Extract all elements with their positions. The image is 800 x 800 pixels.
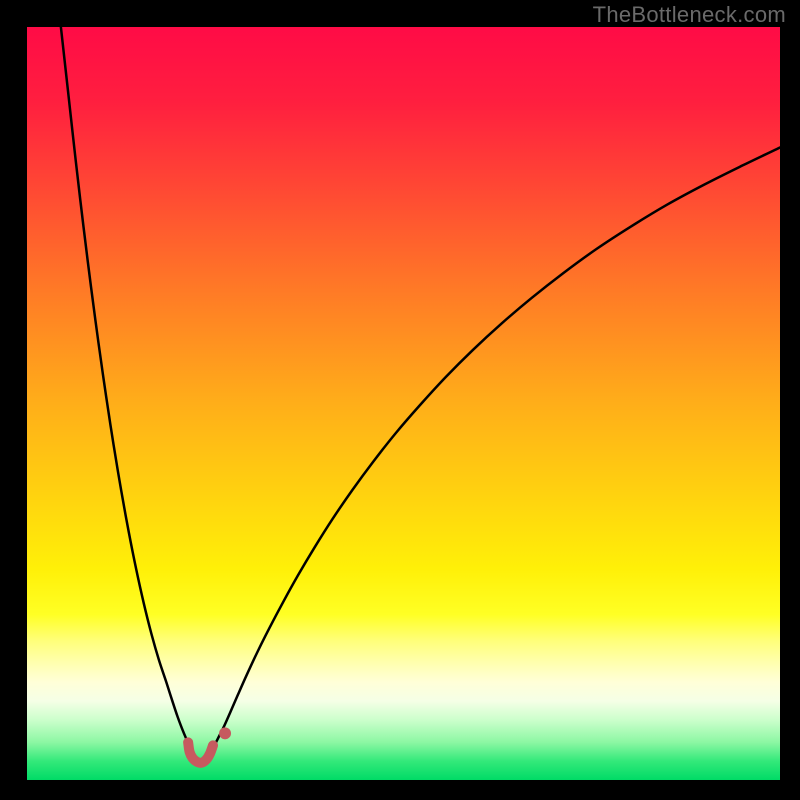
chart-stage: TheBottleneck.com bbox=[0, 0, 800, 800]
left-curve bbox=[61, 27, 189, 744]
right-curve bbox=[215, 147, 780, 743]
dip-marker bbox=[188, 742, 213, 763]
plot-frame bbox=[27, 27, 780, 780]
watermark-text: TheBottleneck.com bbox=[593, 2, 786, 28]
curves-layer bbox=[27, 27, 780, 780]
side-dot-marker bbox=[219, 727, 231, 739]
